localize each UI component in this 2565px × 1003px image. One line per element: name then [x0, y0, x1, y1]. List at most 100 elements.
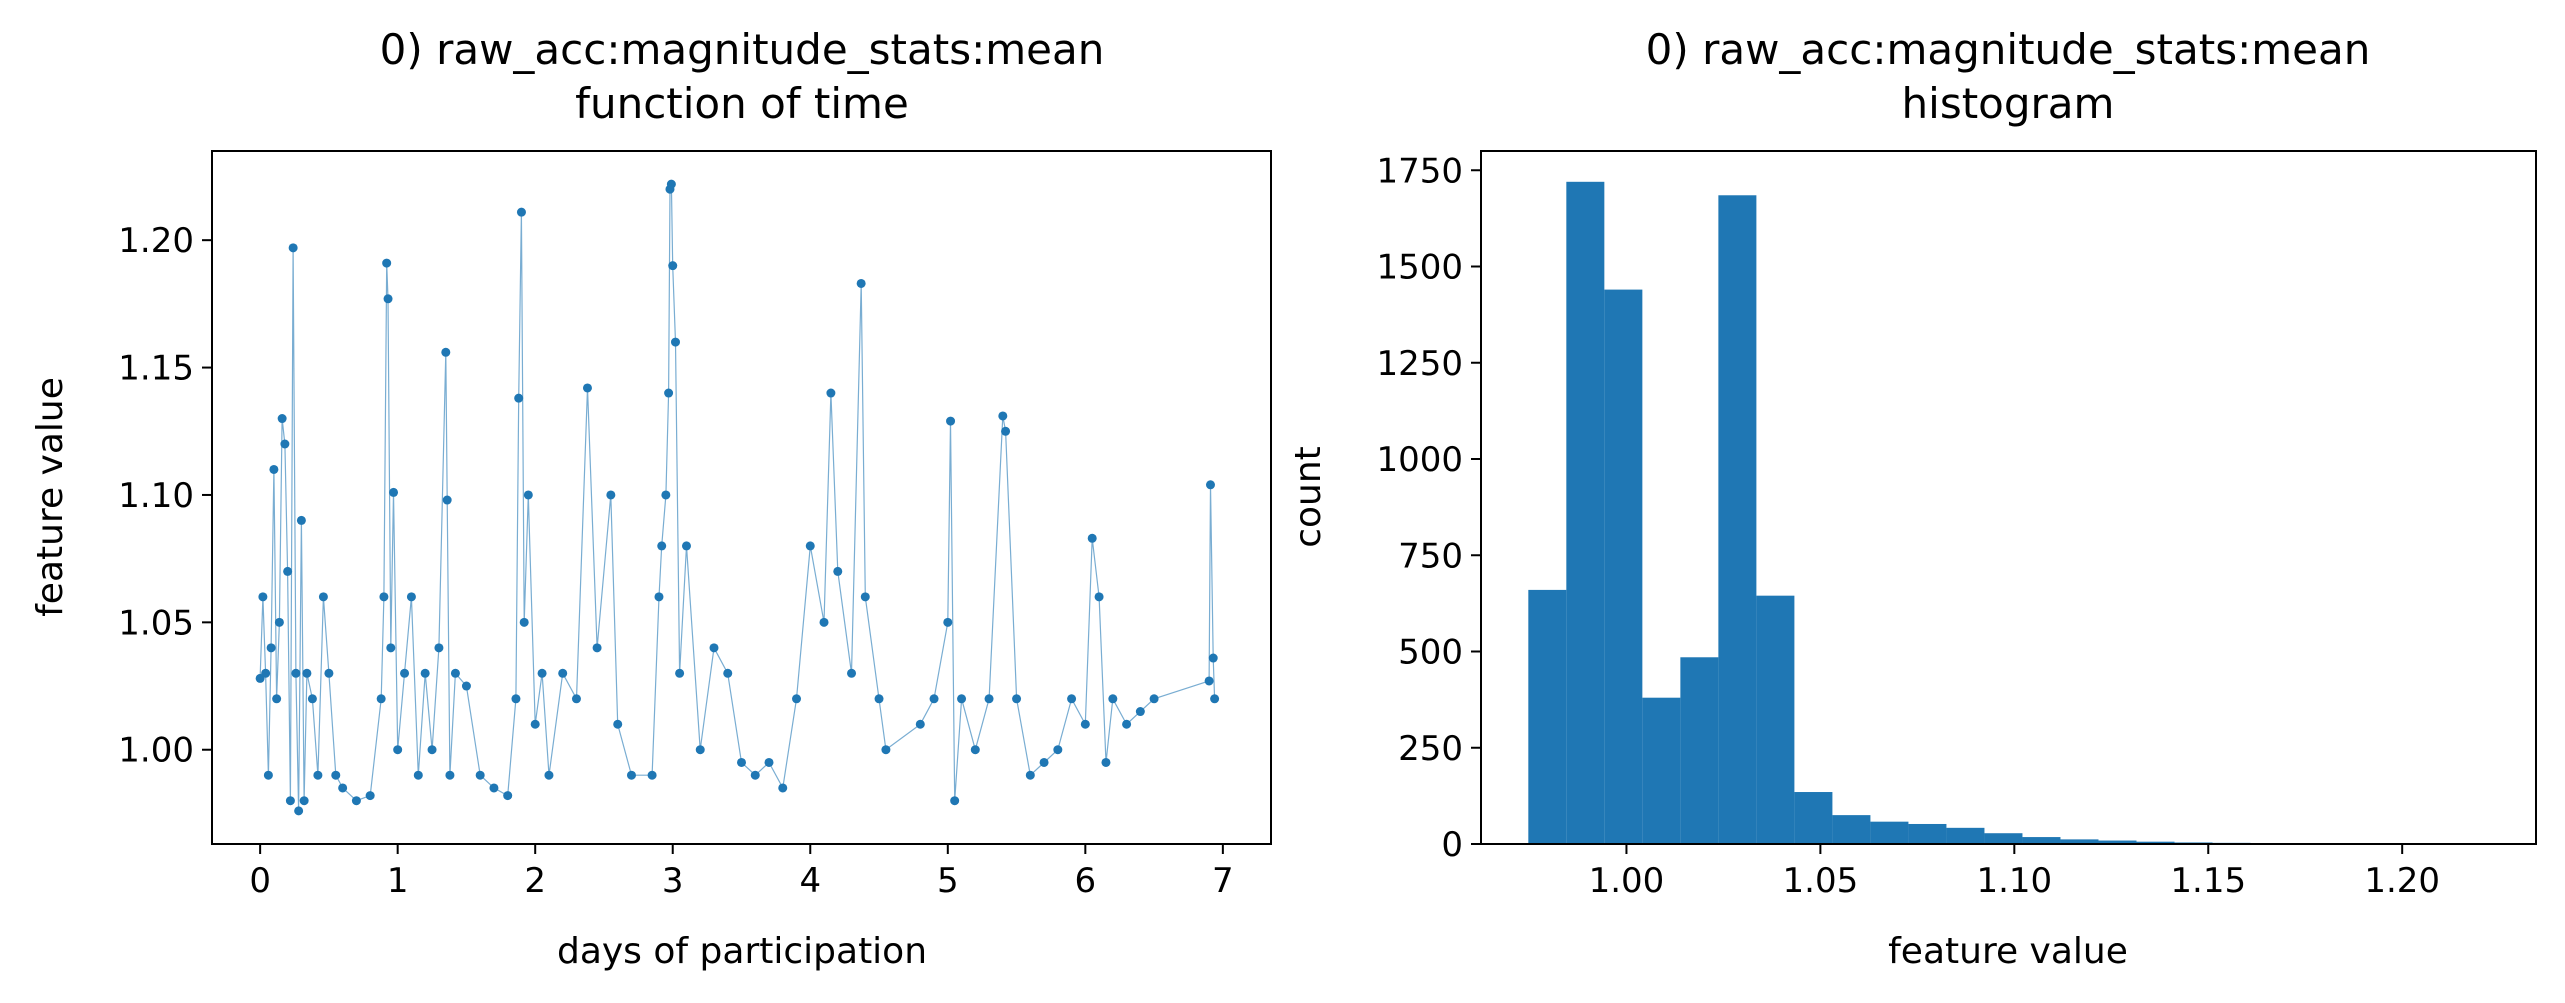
hist-y-tick-label: 1750	[1376, 151, 1463, 191]
time-series-point	[946, 416, 956, 426]
time-series-point	[915, 719, 925, 729]
time-y-axis-label: feature value	[30, 377, 71, 617]
histogram-bar	[1946, 827, 1985, 844]
time-series-point	[489, 783, 499, 793]
hist-chart-subtitle: histogram	[1902, 79, 2115, 128]
histogram-bar	[1984, 833, 2023, 844]
histogram-bar	[1756, 595, 1795, 844]
time-series-point	[984, 694, 994, 704]
time-series-point	[681, 541, 691, 551]
time-series-point	[272, 694, 282, 704]
time-series-point	[413, 770, 423, 780]
time-series-point	[750, 770, 760, 780]
time-series-point	[998, 411, 1008, 421]
hist-y-tick-label: 0	[1441, 825, 1463, 865]
time-series-point	[263, 770, 273, 780]
time-y-tick-label: 1.10	[118, 476, 194, 516]
time-series-point	[709, 643, 719, 653]
time-chart-title: 0) raw_acc:magnitude_stats:mean	[380, 25, 1105, 74]
time-series-line	[259, 183, 1216, 811]
time-series-point	[737, 757, 746, 767]
histogram-bar	[1832, 815, 1871, 844]
time-series-point	[313, 770, 323, 780]
time-series-point	[833, 566, 843, 576]
time-series-point	[723, 668, 733, 678]
time-series-point	[514, 393, 524, 403]
time-series-point	[1025, 770, 1035, 780]
time-series-point	[299, 796, 309, 806]
time-series-point	[318, 592, 328, 602]
time-series-point	[302, 668, 312, 678]
time-series-point	[1080, 719, 1090, 729]
time-series-point	[874, 694, 884, 704]
time-series-point	[1067, 694, 1077, 704]
time-x-tick-label: 2	[524, 861, 546, 901]
time-series-point	[571, 694, 581, 704]
time-series-point	[382, 258, 392, 268]
time-series-point	[420, 668, 430, 678]
histogram-bar	[1718, 195, 1757, 844]
histogram-bar	[1642, 697, 1681, 844]
time-series-point	[856, 278, 866, 288]
time-series-point	[288, 243, 298, 253]
time-series-point	[657, 541, 667, 551]
hist-y-tick-label: 1000	[1376, 440, 1463, 480]
time-y-ticks: 1.00 1.05 1.10 1.15 1.20	[118, 221, 212, 771]
time-series-point	[1001, 426, 1011, 436]
time-series-point	[792, 694, 802, 704]
time-series-point	[351, 796, 361, 806]
time-y-tick-label: 1.05	[118, 603, 194, 643]
histogram-bars	[1528, 181, 2479, 845]
time-series-panel: 0) raw_acc:magnitude_stats:mean function…	[30, 25, 1272, 972]
time-series-point	[434, 643, 444, 653]
time-series-point	[606, 490, 616, 500]
time-series-point	[266, 643, 276, 653]
time-series-point	[805, 541, 815, 551]
time-series-point	[592, 643, 602, 653]
time-x-tick-label: 4	[799, 861, 821, 901]
time-series-point	[324, 668, 334, 678]
time-series-point	[400, 668, 410, 678]
time-series-point	[376, 694, 386, 704]
time-series-point	[881, 745, 891, 755]
time-series-point	[1208, 653, 1218, 663]
hist-y-tick-label: 1250	[1376, 344, 1463, 384]
time-series-point	[544, 770, 554, 780]
histogram-bar	[1794, 792, 1833, 844]
histogram-bar	[1908, 823, 1947, 844]
time-x-tick-label: 5	[937, 861, 959, 901]
time-series-point	[1053, 745, 1063, 755]
time-x-tick-label: 3	[662, 861, 684, 901]
time-series-point	[393, 745, 403, 755]
hist-x-tick-label: 1.15	[2170, 861, 2246, 901]
hist-y-tick-label: 500	[1398, 633, 1463, 673]
time-series-point	[943, 617, 953, 627]
hist-plot-frame	[1480, 150, 2537, 845]
hist-x-tick-label: 1.10	[1976, 861, 2052, 901]
time-series-point	[445, 770, 455, 780]
time-series-point	[668, 261, 678, 271]
time-series-point	[450, 668, 460, 678]
time-x-tick-label: 6	[1075, 861, 1097, 901]
hist-y-tick-label: 750	[1398, 536, 1463, 576]
hist-y-tick-label: 1500	[1376, 248, 1463, 288]
time-series-point	[957, 694, 967, 704]
time-series-point	[475, 770, 485, 780]
time-series-point	[670, 337, 680, 347]
time-series-point	[269, 464, 279, 474]
time-series-point	[1101, 757, 1111, 767]
time-x-tick-label: 0	[249, 861, 271, 901]
time-series-point	[383, 294, 393, 304]
time-x-ticks: 0 1 2 3 4 5 6 7	[249, 844, 1234, 901]
time-series-point	[261, 668, 271, 678]
time-series-point	[764, 757, 774, 767]
hist-x-axis-label: feature value	[1888, 931, 2128, 972]
time-series-point	[503, 791, 513, 801]
time-series-point	[386, 643, 396, 653]
time-series-point	[389, 487, 399, 497]
time-series-point	[280, 439, 290, 449]
time-series-point	[511, 694, 521, 704]
hist-y-tick-label: 250	[1398, 729, 1463, 769]
time-series-point	[338, 783, 348, 793]
time-series-point	[1122, 719, 1132, 729]
